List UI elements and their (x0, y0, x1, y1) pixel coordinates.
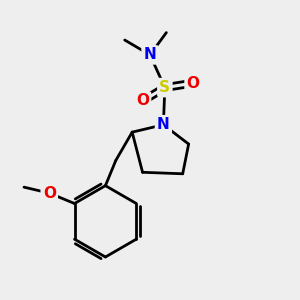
Text: N: N (157, 117, 170, 132)
Text: N: N (144, 47, 156, 62)
Text: O: O (187, 76, 200, 91)
Text: O: O (136, 94, 149, 109)
Text: S: S (159, 80, 170, 95)
Text: O: O (43, 186, 56, 201)
